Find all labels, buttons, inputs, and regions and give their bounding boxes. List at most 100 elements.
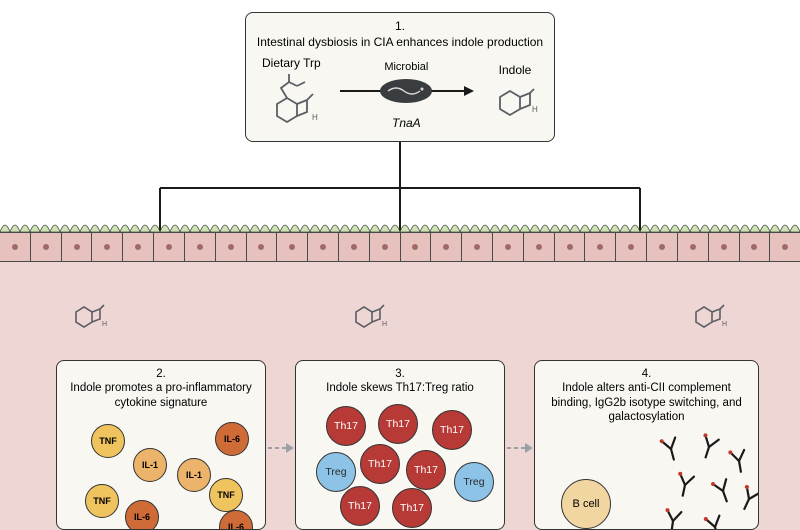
epithelial-cell [770, 233, 800, 261]
svg-text:H: H [722, 321, 727, 328]
th17-cell: Th17 [392, 488, 432, 528]
panel-2-title: Indole promotes a pro-inflammatory cytok… [70, 382, 252, 408]
nucleus-icon [289, 244, 295, 250]
cytokine-il6: IL-6 [219, 510, 253, 530]
th17-cell: Th17 [360, 444, 400, 484]
antibody-icon [727, 447, 751, 474]
nucleus-icon [567, 244, 573, 250]
nucleus-icon [597, 244, 603, 250]
panel-4-title: Indole alters anti-CII complement bindin… [551, 382, 742, 423]
cytokine-il6: IL-6 [125, 500, 159, 530]
epithelial-cell [616, 233, 647, 261]
epithelial-cell [123, 233, 154, 261]
antibody-icon [709, 476, 736, 505]
antibody-icon [702, 512, 727, 530]
panel-2-cytokines: 2. Indole promotes a pro-inflammatory cy… [56, 360, 266, 530]
panel-4-body: B cell [543, 429, 750, 530]
cytokine-il6: IL-6 [215, 422, 249, 456]
epithelial-cell [247, 233, 278, 261]
nucleus-icon [628, 244, 634, 250]
epithelial-cell [401, 233, 432, 261]
villi-band [0, 220, 800, 232]
nucleus-icon [12, 244, 18, 250]
nucleus-icon [43, 244, 49, 250]
nucleus-icon [135, 244, 141, 250]
nucleus-icon [104, 244, 110, 250]
panel-3-th17-treg: 3. Indole skews Th17:Treg ratio Th17Th17… [295, 360, 505, 530]
nucleus-icon [74, 244, 80, 250]
panel-3-header: 3. Indole skews Th17:Treg ratio [304, 367, 496, 396]
epithelial-cell [92, 233, 123, 261]
epithelial-cell [154, 233, 185, 261]
antibody-icon [661, 507, 684, 530]
panel-4-header: 4. Indole alters anti-CII complement bin… [543, 367, 750, 425]
epithelial-cell [339, 233, 370, 261]
epithelial-cell [277, 233, 308, 261]
antibody-icon [658, 434, 684, 462]
epithelial-cell [585, 233, 616, 261]
cytokine-tnf: TNF [209, 478, 243, 512]
epithelial-cell [308, 233, 339, 261]
treg-cell: Treg [316, 452, 356, 492]
th17-cell: Th17 [378, 404, 418, 444]
nucleus-icon [721, 244, 727, 250]
panel-3-body: Th17Th17Th17TregTh17Th17TregTh17Th17 [304, 400, 496, 511]
nucleus-icon [351, 244, 357, 250]
panel-3-title: Indole skews Th17:Treg ratio [326, 382, 474, 394]
cytokine-tnf: TNF [85, 484, 119, 518]
b-cell: B cell [561, 479, 611, 529]
th17-cell: Th17 [432, 410, 472, 450]
panel-2-header: 2. Indole promotes a pro-inflammatory cy… [65, 367, 257, 410]
nucleus-icon [443, 244, 449, 250]
epithelial-cell [431, 233, 462, 261]
cytokine-tnf: TNF [91, 424, 125, 458]
cytokine-il1: IL-1 [177, 458, 211, 492]
b-cell-label: B cell [573, 498, 600, 510]
nucleus-icon [320, 244, 326, 250]
nucleus-icon [258, 244, 264, 250]
svg-text:H: H [102, 321, 107, 328]
epithelial-cell [709, 233, 740, 261]
indole-small-icon: H [690, 296, 730, 332]
epithelial-cell [0, 233, 31, 261]
indole-small-icon: H [350, 296, 390, 332]
epithelial-cell [524, 233, 555, 261]
th17-cell: Th17 [326, 406, 366, 446]
antibody-icon [673, 471, 698, 499]
epithelial-cell [185, 233, 216, 261]
svg-text:H: H [382, 321, 387, 328]
dashed-arrow-2-to-3 [266, 440, 295, 456]
dashed-arrow-3-to-4 [505, 440, 534, 456]
panel-2-body: TNFIL-6IL-1IL-1TNFTNFIL-6IL-6 [65, 414, 257, 525]
nucleus-icon [782, 244, 788, 250]
nucleus-icon [505, 244, 511, 250]
th17-cell: Th17 [406, 450, 446, 490]
epithelial-cell [216, 233, 247, 261]
nucleus-icon [382, 244, 388, 250]
epithelial-cell [678, 233, 709, 261]
panel-2-number: 2. [156, 368, 166, 380]
epithelial-cell [62, 233, 93, 261]
epithelial-cell [740, 233, 771, 261]
epithelial-cell [493, 233, 524, 261]
epithelial-cell [31, 233, 62, 261]
indole-small-icon: H [70, 296, 110, 332]
nucleus-icon [228, 244, 234, 250]
epithelial-cell [462, 233, 493, 261]
nucleus-icon [536, 244, 542, 250]
antibody-icon [735, 483, 759, 513]
th17-cell: Th17 [340, 486, 380, 526]
nucleus-icon [474, 244, 480, 250]
nucleus-icon [197, 244, 203, 250]
panel-4-antibodies: 4. Indole alters anti-CII complement bin… [534, 360, 759, 530]
nucleus-icon [166, 244, 172, 250]
nucleus-icon [659, 244, 665, 250]
panel-3-number: 3. [395, 368, 405, 380]
epithelial-cell [555, 233, 586, 261]
treg-cell: Treg [454, 462, 494, 502]
nucleus-icon [412, 244, 418, 250]
nucleus-icon [690, 244, 696, 250]
cytokine-il1: IL-1 [133, 448, 167, 482]
epithelial-cell [647, 233, 678, 261]
epithelial-cell-band [0, 232, 800, 262]
